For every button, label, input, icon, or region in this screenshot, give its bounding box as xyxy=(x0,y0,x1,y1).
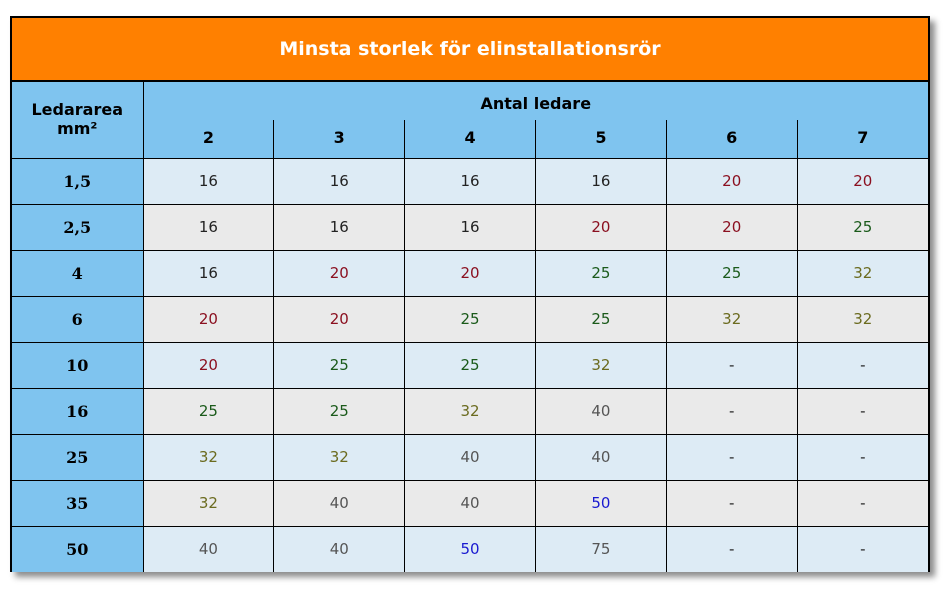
conduit-size-cell: 16 xyxy=(273,157,405,204)
conduit-size-cell: - xyxy=(796,341,928,388)
conduit-size-cell: - xyxy=(665,525,798,572)
table-row: 25 32 32 40 40- - xyxy=(12,433,928,480)
conductor-area-cell: 2,5 xyxy=(12,203,144,250)
table-body: 1,5 16 16 16 16 20 20 2,5 16 16 16 20 20 25 4 16 20 20 25 2… xyxy=(12,157,928,572)
conductor-area-cell: 35 xyxy=(12,479,144,526)
conduit-size-cell: 25 xyxy=(534,295,667,342)
conduit-size-cell: 16 xyxy=(404,203,536,250)
conduit-size-cell: 40 xyxy=(273,525,405,572)
column-header: 3 xyxy=(273,120,405,158)
table-title: Minsta storlek för elinstallationsrör xyxy=(12,18,928,82)
table-row: 6 20 20 25 25 32 32 xyxy=(12,295,928,342)
conduit-size-cell: 16 xyxy=(404,157,536,204)
conduit-size-cell: 40 xyxy=(534,433,667,480)
conduit-size-cell: 20 xyxy=(534,203,667,250)
conduit-size-cell: 32 xyxy=(404,387,536,434)
conduit-size-cell: 25 xyxy=(534,249,667,296)
conduit-size-cell: - xyxy=(796,387,928,434)
conduit-size-cell: 32 xyxy=(143,433,274,480)
conduit-size-cell: 20 xyxy=(273,249,405,296)
conduit-size-cell: 32 xyxy=(143,479,274,526)
conduit-size-cell: 16 xyxy=(143,203,274,250)
conductor-count-group-header: Antal ledare xyxy=(143,82,928,120)
column-header: 2 xyxy=(143,120,274,158)
conduit-size-cell: 40 xyxy=(404,433,536,480)
conduit-size-cell: 25 xyxy=(404,295,536,342)
conduit-size-cell: 25 xyxy=(273,341,405,388)
table-row: 16 25 25 32 40- - xyxy=(12,387,928,434)
conduit-size-cell: 20 xyxy=(143,295,274,342)
conduit-size-cell: 40 xyxy=(143,525,274,572)
conductor-area-unit: mm² xyxy=(57,119,98,138)
table-row: 35 32 40 40 50- - xyxy=(12,479,928,526)
conduit-size-cell: - xyxy=(796,479,928,526)
conduit-size-cell: 16 xyxy=(534,157,667,204)
conductor-area-cell: 25 xyxy=(12,433,144,480)
conduit-size-cell: 20 xyxy=(665,203,798,250)
conductor-area-cell: 1,5 xyxy=(12,157,144,204)
column-header: 6 xyxy=(665,120,798,158)
conductor-area-cell: 10 xyxy=(12,341,144,388)
conduit-size-table-frame: Minsta storlek för elinstallationsrör Le… xyxy=(10,16,930,572)
conduit-size-cell: - xyxy=(665,433,798,480)
conductor-area-header: Ledararea mm² xyxy=(12,82,144,158)
conduit-size-cell: 75 xyxy=(534,525,667,572)
column-header: 7 xyxy=(796,120,928,158)
conductor-area-label: Ledararea xyxy=(31,100,124,119)
conduit-size-cell: 16 xyxy=(143,157,274,204)
conduit-size-cell: - xyxy=(665,387,798,434)
conduit-size-cell: 20 xyxy=(404,249,536,296)
table-row: 10 20 25 25 32- - xyxy=(12,341,928,388)
table-row: 1,5 16 16 16 16 20 20 xyxy=(12,157,928,204)
conduit-size-cell: 40 xyxy=(404,479,536,526)
conduit-size-cell: 20 xyxy=(273,295,405,342)
conduit-size-cell: 25 xyxy=(796,203,928,250)
conduit-size-cell: 25 xyxy=(404,341,536,388)
conduit-size-cell: 32 xyxy=(273,433,405,480)
conduit-size-cell: 16 xyxy=(143,249,274,296)
conduit-size-cell: 20 xyxy=(796,157,928,204)
conductor-area-cell: 16 xyxy=(12,387,144,434)
conduit-size-cell: 20 xyxy=(665,157,798,204)
conduit-size-cell: 40 xyxy=(273,479,405,526)
conduit-size-cell: 32 xyxy=(665,295,798,342)
conduit-size-cell: 40 xyxy=(534,387,667,434)
conduit-size-cell: - xyxy=(796,525,928,572)
conduit-size-cell: 32 xyxy=(534,341,667,388)
conduit-size-cell: 25 xyxy=(143,387,274,434)
table-row: 4 16 20 20 25 25 32 xyxy=(12,249,928,296)
conduit-size-cell: 20 xyxy=(143,341,274,388)
conduit-size-table: Ledararea mm² Antal ledare 2 3 4 5 6 7 1… xyxy=(12,82,928,572)
conduit-size-cell: 32 xyxy=(796,249,928,296)
conduit-size-cell: 50 xyxy=(534,479,667,526)
column-header: 5 xyxy=(534,120,667,158)
conduit-size-cell: - xyxy=(665,479,798,526)
conduit-size-cell: 25 xyxy=(273,387,405,434)
conductor-area-cell: 6 xyxy=(12,295,144,342)
conductor-area-cell: 50 xyxy=(12,525,144,572)
conduit-size-cell: - xyxy=(796,433,928,480)
conductor-area-cell: 4 xyxy=(12,249,144,296)
conduit-size-cell: - xyxy=(665,341,798,388)
conduit-size-cell: 25 xyxy=(665,249,798,296)
conduit-size-cell: 16 xyxy=(273,203,405,250)
conduit-size-cell: 32 xyxy=(796,295,928,342)
table-row: 2,5 16 16 16 20 20 25 xyxy=(12,203,928,250)
table-row: 50 40 40 50 75- - xyxy=(12,525,928,572)
column-header: 4 xyxy=(404,120,536,158)
conduit-size-cell: 50 xyxy=(404,525,536,572)
